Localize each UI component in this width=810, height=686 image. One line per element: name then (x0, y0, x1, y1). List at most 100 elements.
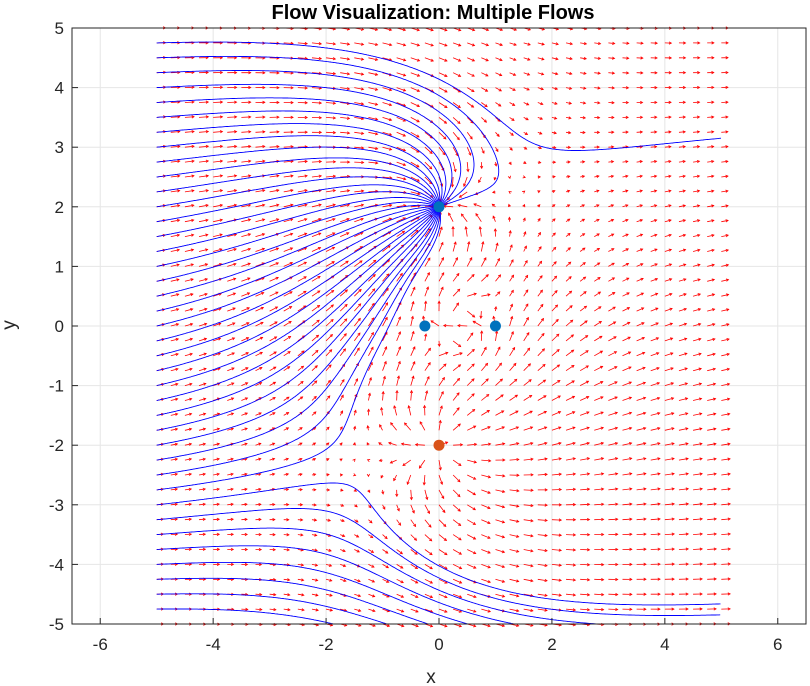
quiver-arrow-head (569, 42, 574, 46)
quiver-arrow-head (380, 475, 384, 479)
quiver-arrow (297, 42, 308, 45)
quiver-arrow (707, 175, 714, 178)
quiver-arrow-head (643, 502, 647, 506)
quiver-arrow-head (459, 443, 464, 447)
x-tick-label: -6 (93, 635, 108, 654)
quiver-arrow (424, 549, 433, 555)
quiver-arrow (495, 474, 505, 477)
quiver-arrow (466, 409, 475, 416)
quiver-arrow (636, 146, 643, 148)
quiver-arrow (311, 396, 317, 401)
quiver-arrow-head (231, 337, 236, 341)
quiver-arrow-head (513, 42, 517, 46)
quiver-arrow (269, 458, 275, 461)
quiver-arrow-head (425, 390, 429, 394)
quiver-arrow-head (205, 233, 209, 237)
quiver-arrow (481, 57, 489, 62)
quiver-arrow (466, 393, 475, 401)
quiver-arrow-head (473, 476, 477, 480)
quiver-arrow-head (384, 346, 388, 350)
quiver-arrow (424, 376, 430, 386)
quiver-arrow-head (628, 411, 633, 415)
quiver-arrow-head (582, 130, 586, 135)
quiver-arrow-head (416, 134, 420, 138)
quiver-arrow (354, 131, 364, 135)
quiver-arrow-head (682, 56, 687, 60)
quiver-arrow-head (601, 502, 605, 506)
quiver-arrow-head (360, 102, 365, 106)
quiver-arrow-head (582, 247, 586, 251)
quiver-arrow-head (568, 276, 572, 280)
quiver-arrow-head (612, 306, 616, 310)
quiver-arrow-head (639, 115, 644, 119)
quiver-arrow (325, 364, 332, 371)
quiver-arrow (678, 293, 687, 297)
quiver-arrow (608, 233, 614, 237)
quiver-arrow (608, 42, 615, 44)
quiver-arrow (340, 218, 350, 223)
quiver-arrow-head (526, 332, 530, 336)
quiver-arrow (452, 302, 459, 312)
quiver-arrow (678, 503, 689, 506)
quiver-arrow-head (698, 337, 702, 341)
quiver-arrow-head (216, 472, 220, 476)
quiver-arrow-head (583, 42, 588, 46)
quiver-arrow (241, 352, 249, 357)
quiver-arrow-head (271, 457, 276, 461)
quiver-arrow (466, 378, 475, 386)
quiver-arrow-head (671, 577, 675, 581)
quiver-arrow-head (409, 389, 414, 394)
quiver-arrow (636, 427, 646, 431)
quiver-arrow (227, 412, 234, 416)
quiver-arrow-head (304, 232, 308, 236)
quiver-arrow-head (326, 458, 330, 462)
quiver-arrow (199, 101, 209, 103)
quiver-arrow (523, 42, 531, 46)
quiver-arrow-head (429, 595, 434, 599)
quiver-arrow (636, 382, 646, 386)
quiver-arrow-head (586, 593, 591, 597)
quiver-arrow-head (386, 624, 391, 628)
quiver-arrow (594, 473, 604, 476)
quiver-arrow-head (510, 259, 514, 263)
quiver-arrow-head (448, 212, 452, 216)
quiver-arrow (579, 335, 588, 342)
quiver-arrow (198, 204, 209, 208)
quiver-arrow-head (244, 502, 248, 507)
quiver-arrow-head (712, 382, 717, 386)
quiver-arrow-head (553, 116, 558, 120)
quiver-arrow-head (190, 293, 194, 297)
quiver-arrow (227, 263, 237, 267)
quiver-arrow-head (642, 351, 646, 355)
quiver-arrow-head (541, 42, 545, 46)
quiver-arrow-head (685, 457, 689, 461)
quiver-arrow-head (353, 409, 357, 413)
quiver-arrow (354, 260, 363, 267)
quiver-arrow-head (317, 275, 321, 279)
quiver-arrow (551, 290, 558, 297)
quiver-arrow (255, 473, 261, 476)
quiver-arrow-head (615, 487, 619, 491)
quiver-arrow (693, 473, 703, 476)
quiver-arrow-head (685, 562, 689, 566)
quiver-arrow-head (441, 257, 444, 261)
quiver-arrow (707, 264, 715, 267)
quiver-arrow (184, 249, 194, 252)
quiver-arrow-head (327, 395, 331, 399)
quiver-arrow-head (653, 204, 658, 208)
quiver-arrow-head (299, 457, 303, 461)
quiver-arrow (608, 57, 615, 59)
quiver-arrow-head (382, 375, 386, 380)
quiver-arrow-head (440, 286, 444, 290)
quiver-arrow (551, 473, 562, 476)
quiver-arrow (622, 503, 632, 506)
quiver-arrow-head (507, 216, 512, 220)
quiver-arrow-head (314, 548, 318, 552)
quiver-arrow (466, 132, 473, 140)
quiver-arrow (283, 608, 290, 611)
quiver-arrow-head (244, 412, 249, 416)
quiver-arrow (580, 488, 590, 491)
quiver-arrow (565, 57, 573, 60)
quiver-arrow-head (248, 174, 252, 178)
quiver-arrow-head (290, 115, 294, 119)
